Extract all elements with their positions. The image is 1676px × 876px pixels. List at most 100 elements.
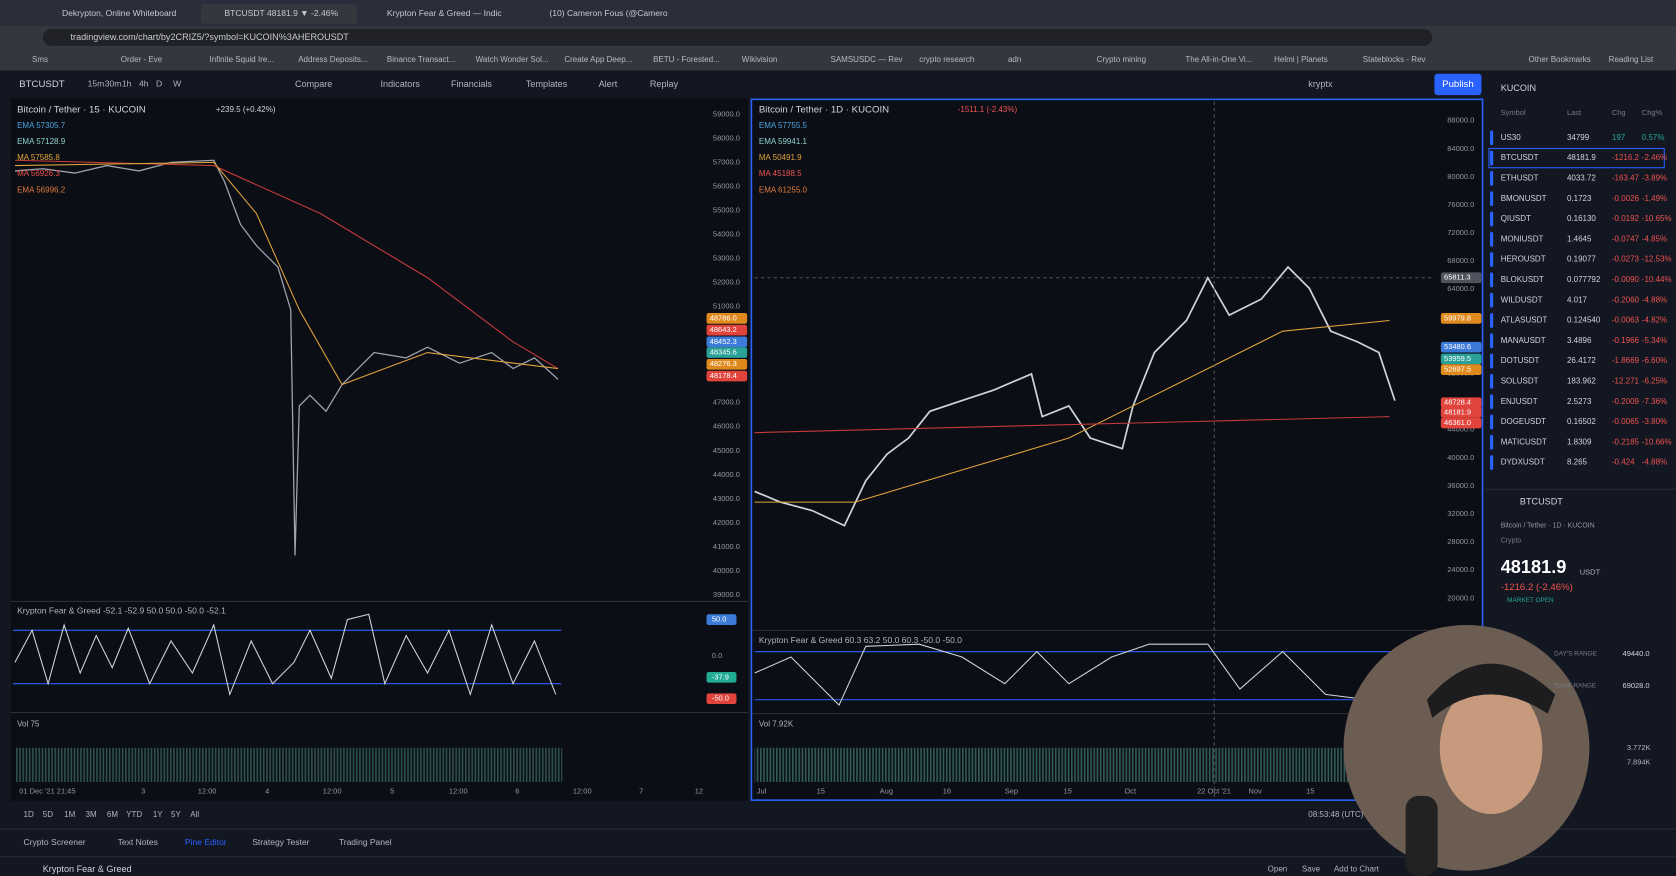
watchlist-symbol[interactable]: ATLASUSDT <box>1501 316 1548 325</box>
script-action[interactable]: Save <box>1302 865 1321 874</box>
bookmark[interactable]: The All-in-One Vi... <box>1185 55 1252 64</box>
watchlist-cell[interactable]: -3.80% <box>1642 417 1667 426</box>
watchlist-cell[interactable]: -5.34% <box>1642 336 1667 345</box>
watchlist-cell[interactable]: -12.53% <box>1642 255 1672 264</box>
watchlist-symbol[interactable]: SOLUSDT <box>1501 376 1539 385</box>
range-button[interactable]: 1Y <box>153 810 163 819</box>
watchlist-cell[interactable]: 8.265 <box>1567 458 1588 467</box>
bottom-tab[interactable]: Crypto Screener <box>24 837 86 847</box>
toolbar-button[interactable]: Indicators <box>381 79 421 89</box>
bookmark[interactable]: Binance Transact... <box>387 55 456 64</box>
watchlist-cell[interactable]: -10.65% <box>1642 214 1672 223</box>
column-header[interactable]: Chg% <box>1642 108 1663 117</box>
watchlist-cell[interactable]: 0.16130 <box>1567 214 1596 223</box>
range-button[interactable]: 5D <box>43 810 53 819</box>
watchlist-symbol[interactable]: WILDUSDT <box>1501 295 1543 304</box>
watchlist-cell[interactable]: -1.8669 <box>1612 356 1640 365</box>
watchlist-symbol[interactable]: DOTUSDT <box>1501 356 1540 365</box>
bookmark[interactable]: SAMSUSDC — Rev <box>831 55 903 64</box>
interval-button[interactable]: 4h <box>139 79 149 89</box>
watchlist-cell[interactable]: -7.36% <box>1642 397 1667 406</box>
interval-button[interactable]: 15m <box>88 79 105 89</box>
watchlist-symbol[interactable]: MANAUSDT <box>1501 336 1546 345</box>
watchlist-cell[interactable]: -0.0065 <box>1612 417 1640 426</box>
watchlist-cell[interactable]: -4.88% <box>1642 458 1667 467</box>
column-header[interactable]: Last <box>1567 108 1582 117</box>
watchlist-cell[interactable]: 4.017 <box>1567 295 1588 304</box>
watchlist-cell[interactable]: -12.271 <box>1612 376 1640 385</box>
watchlist-cell[interactable]: -0.0026 <box>1612 194 1640 203</box>
watchlist-cell[interactable]: -163.47 <box>1612 174 1640 183</box>
bookmark[interactable]: Create App Deep... <box>564 55 632 64</box>
watchlist-symbol[interactable]: ENJUSDT <box>1501 397 1538 406</box>
range-button[interactable]: 3M <box>86 810 97 819</box>
range-button[interactable]: YTD <box>126 810 142 819</box>
range-button[interactable]: 6M <box>107 810 118 819</box>
bookmark[interactable]: BETU - Forested... <box>653 55 720 64</box>
watchlist-cell[interactable]: 34799 <box>1567 133 1590 142</box>
watchlist-symbol[interactable]: HEROUSDT <box>1501 255 1546 264</box>
toolbar-button[interactable]: Templates <box>526 79 568 89</box>
watchlist-cell[interactable]: -4.88% <box>1642 295 1667 304</box>
watchlist-cell[interactable]: 26.4172 <box>1567 356 1596 365</box>
bookmark[interactable]: Reading List <box>1609 55 1654 64</box>
watchlist-symbol[interactable]: QIUSDT <box>1501 214 1531 223</box>
watchlist-cell[interactable]: 0.1723 <box>1567 194 1592 203</box>
column-header[interactable]: Symbol <box>1501 108 1526 117</box>
watchlist-cell[interactable]: 2.5273 <box>1567 397 1592 406</box>
bookmark[interactable]: crypto research <box>919 55 974 64</box>
watchlist-name[interactable]: KUCOIN <box>1501 83 1536 93</box>
watchlist-cell[interactable]: -3.89% <box>1642 174 1667 183</box>
watchlist-cell[interactable]: -0.1966 <box>1612 336 1640 345</box>
watchlist-cell[interactable]: -0.0747 <box>1612 234 1640 243</box>
watchlist-cell[interactable]: -6.60% <box>1642 356 1667 365</box>
watchlist-cell[interactable]: -4.82% <box>1642 316 1667 325</box>
symbol-search[interactable]: BTCUSDT <box>19 79 65 90</box>
url-field[interactable] <box>42 28 1433 46</box>
watchlist-cell[interactable]: 0.57% <box>1642 133 1665 142</box>
watchlist-symbol[interactable]: BLOKUSDT <box>1501 275 1544 284</box>
user-menu[interactable]: kryptx <box>1308 79 1333 89</box>
watchlist-cell[interactable]: -0.0192 <box>1612 214 1640 223</box>
bookmark[interactable]: Wikivision <box>742 55 778 64</box>
browser-tab[interactable] <box>200 4 358 24</box>
column-header[interactable]: Chg <box>1612 108 1626 117</box>
watchlist-symbol[interactable]: BTCUSDT <box>1501 153 1539 162</box>
watchlist-cell[interactable]: -0.2185 <box>1612 437 1640 446</box>
bottom-tab[interactable]: Text Notes <box>118 837 158 847</box>
watchlist-cell[interactable]: 4033.72 <box>1567 174 1596 183</box>
watchlist-symbol[interactable]: DOGEUSDT <box>1501 417 1546 426</box>
bottom-tab[interactable]: Trading Panel <box>339 837 392 847</box>
script-action[interactable]: Open <box>1268 865 1288 874</box>
watchlist-cell[interactable]: -2.46% <box>1642 153 1667 162</box>
browser-tab[interactable] <box>525 4 682 24</box>
toolbar-button[interactable]: Financials <box>451 79 492 89</box>
watchlist-cell[interactable]: 0.124540 <box>1567 316 1601 325</box>
watchlist-symbol[interactable]: MONIUSDT <box>1501 234 1544 243</box>
watchlist-cell[interactable]: -0.0273 <box>1612 255 1640 264</box>
watchlist-cell[interactable]: -10.44% <box>1642 275 1672 284</box>
interval-button[interactable]: D <box>156 79 162 89</box>
bookmark[interactable]: Helmi | Planets <box>1274 55 1328 64</box>
toolbar-button[interactable]: Alert <box>599 79 618 89</box>
bottom-tab[interactable]: Pine Editor <box>185 837 227 847</box>
watchlist-cell[interactable]: 3.4896 <box>1567 336 1592 345</box>
range-button[interactable]: All <box>190 810 199 819</box>
watchlist-cell[interactable]: -1.49% <box>1642 194 1667 203</box>
toolbar-button[interactable]: Replay <box>650 79 679 89</box>
bookmark[interactable]: Address Deposits... <box>298 55 367 64</box>
watchlist-cell[interactable]: 48181.9 <box>1567 153 1596 162</box>
range-button[interactable]: 1M <box>64 810 75 819</box>
range-button[interactable]: 1D <box>24 810 34 819</box>
watchlist-cell[interactable]: 0.19077 <box>1567 255 1596 264</box>
watchlist-cell[interactable]: -0.0090 <box>1612 275 1640 284</box>
watchlist-cell[interactable]: 197 <box>1612 133 1626 142</box>
watchlist-cell[interactable]: 183.962 <box>1567 376 1596 385</box>
publish-label[interactable]: Publish <box>1442 79 1474 90</box>
watchlist-symbol[interactable]: MATICUSDT <box>1501 437 1547 446</box>
watchlist-cell[interactable]: -0.0063 <box>1612 316 1640 325</box>
watchlist-cell[interactable]: -1216.2 <box>1612 153 1640 162</box>
watchlist-symbol[interactable]: US30 <box>1501 133 1522 142</box>
browser-tab[interactable] <box>38 4 195 24</box>
bookmark[interactable]: Infinite Squid Ire... <box>209 55 274 64</box>
